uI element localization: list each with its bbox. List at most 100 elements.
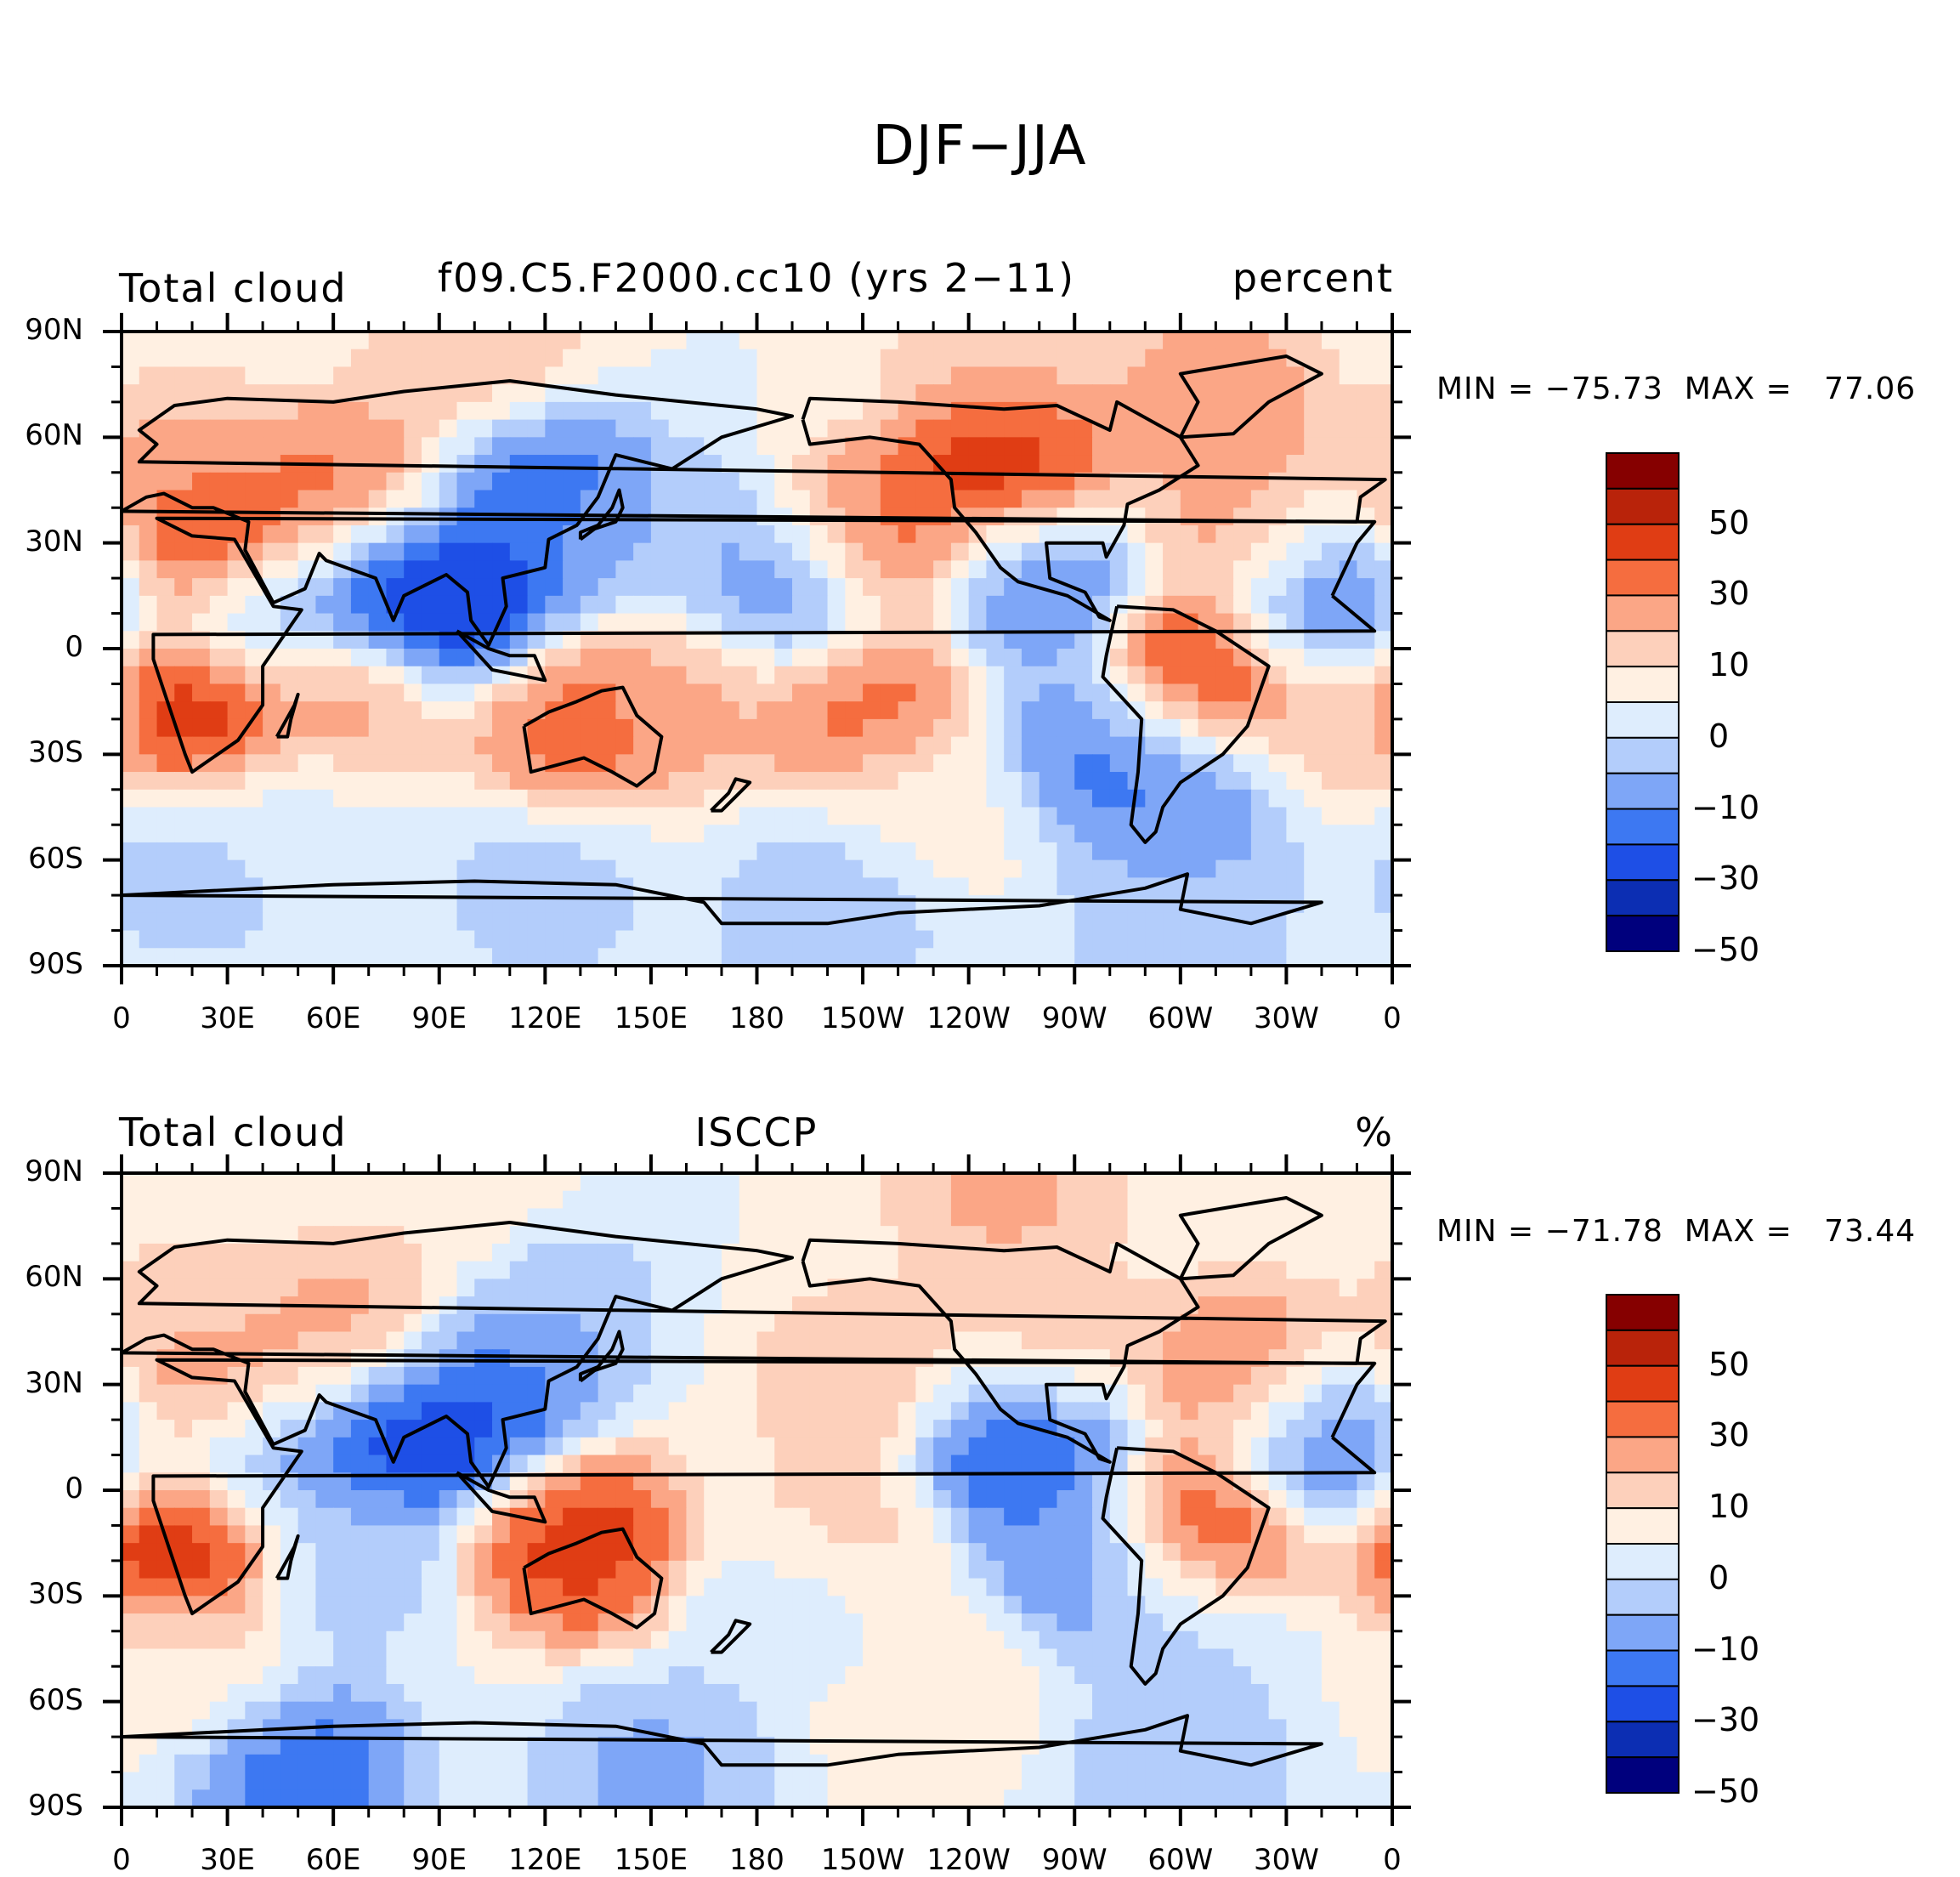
contour-cell <box>1110 1296 1128 1314</box>
contour-cell <box>474 1420 492 1438</box>
contour-cell <box>492 1332 510 1350</box>
contour-cell <box>298 1596 316 1613</box>
contour-cell <box>739 1649 757 1667</box>
contour-cell <box>669 1314 687 1332</box>
contour-cell <box>598 1490 616 1508</box>
contour-cell <box>669 1367 687 1385</box>
contour-cell <box>1110 1508 1128 1526</box>
contour-cell <box>510 1296 528 1314</box>
contour-cell <box>669 1191 687 1209</box>
contour-cell <box>474 1613 492 1631</box>
contour-cell <box>1286 1173 1304 1191</box>
contour-cell <box>1110 1490 1128 1508</box>
contour-cell <box>386 1208 404 1226</box>
contour-cell <box>333 1490 351 1508</box>
contour-cell <box>1198 1244 1216 1262</box>
contour-cell <box>1215 1702 1233 1720</box>
contour-cell <box>915 1561 933 1579</box>
contour-cell <box>174 1262 192 1279</box>
contour-cell <box>315 1455 333 1473</box>
contour-cell <box>1056 1191 1074 1209</box>
contour-cell <box>863 1702 881 1720</box>
contour-cell <box>615 1420 633 1438</box>
contour-cell <box>1056 1561 1074 1579</box>
contour-cell <box>1163 1561 1181 1579</box>
contour-cell <box>510 1173 528 1191</box>
contour-cell <box>1357 1613 1374 1631</box>
contour-cell <box>545 1649 563 1667</box>
contour-cell <box>1374 1226 1392 1244</box>
contour-cell <box>1322 1385 1340 1403</box>
contour-cell <box>263 1279 280 1296</box>
contour-cell <box>315 1226 333 1244</box>
contour-cell <box>633 1173 651 1191</box>
contour-cell <box>739 1596 757 1613</box>
contour-cell <box>351 1649 369 1667</box>
contour-cell <box>280 1684 298 1702</box>
contour-cell <box>545 1579 563 1596</box>
contour-cell <box>545 1666 563 1684</box>
contour-cell <box>1286 1508 1304 1526</box>
contour-cell <box>1215 1385 1233 1403</box>
contour-cell <box>1304 1438 1322 1455</box>
contour-cell <box>1039 1613 1057 1631</box>
contour-cell <box>1357 1173 1374 1191</box>
contour-cell <box>1357 1385 1374 1403</box>
contour-cell <box>1181 1472 1198 1490</box>
contour-cell <box>722 1332 739 1350</box>
contour-cell <box>863 1508 881 1526</box>
contour-cell <box>1145 1296 1163 1314</box>
contour-cell <box>351 1191 369 1209</box>
contour-cell <box>757 1543 775 1561</box>
contour-cell <box>1340 1244 1357 1262</box>
contour-cell <box>1340 1666 1357 1684</box>
contour-cell <box>369 1385 387 1403</box>
contour-cell <box>1233 1702 1251 1720</box>
contour-cell <box>298 1613 316 1631</box>
contour-cell <box>1056 1385 1074 1403</box>
contour-cell <box>651 1543 669 1561</box>
contour-cell <box>439 1455 457 1473</box>
contour-cell <box>474 1561 492 1579</box>
contour-cell <box>315 1262 333 1279</box>
contour-cell <box>1374 1455 1392 1473</box>
contour-cell <box>1092 1402 1110 1420</box>
contour-cell <box>528 1226 546 1244</box>
contour-cell <box>1215 1525 1233 1543</box>
contour-cell <box>845 1666 863 1684</box>
contour-cell <box>1357 1702 1374 1720</box>
contour-cell <box>298 1579 316 1596</box>
contour-cell <box>881 1561 898 1579</box>
contour-cell <box>1145 1579 1163 1596</box>
contour-cell <box>1110 1666 1128 1684</box>
contour-cell <box>1340 1579 1357 1596</box>
contour-cell <box>845 1702 863 1720</box>
contour-cell <box>1039 1490 1057 1508</box>
contour-cell <box>969 1525 987 1543</box>
contour-cell <box>757 1226 775 1244</box>
contour-cell <box>1340 1191 1357 1209</box>
contour-cell <box>845 1367 863 1385</box>
contour-cell <box>581 1631 598 1649</box>
contour-cell <box>739 1420 757 1438</box>
contour-cell <box>280 1385 298 1403</box>
contour-cell <box>915 1455 933 1473</box>
contour-cell <box>1092 1191 1110 1209</box>
contour-cell <box>951 1191 969 1209</box>
contour-cell <box>1322 1596 1340 1613</box>
contour-cell <box>1022 1438 1039 1455</box>
contour-cell <box>545 1438 563 1455</box>
contour-cell <box>122 1684 139 1702</box>
contour-cell <box>439 1296 457 1314</box>
contour-cell <box>351 1208 369 1226</box>
contour-cell <box>898 1613 916 1631</box>
contour-cell <box>704 1314 722 1332</box>
contour-cell <box>139 1596 157 1613</box>
contour-cell <box>457 1702 475 1720</box>
contour-cell <box>1128 1525 1146 1543</box>
contour-cell <box>1074 1191 1092 1209</box>
contour-cell <box>739 1402 757 1420</box>
contour-cell <box>1181 1596 1198 1613</box>
contour-cell <box>598 1631 616 1649</box>
